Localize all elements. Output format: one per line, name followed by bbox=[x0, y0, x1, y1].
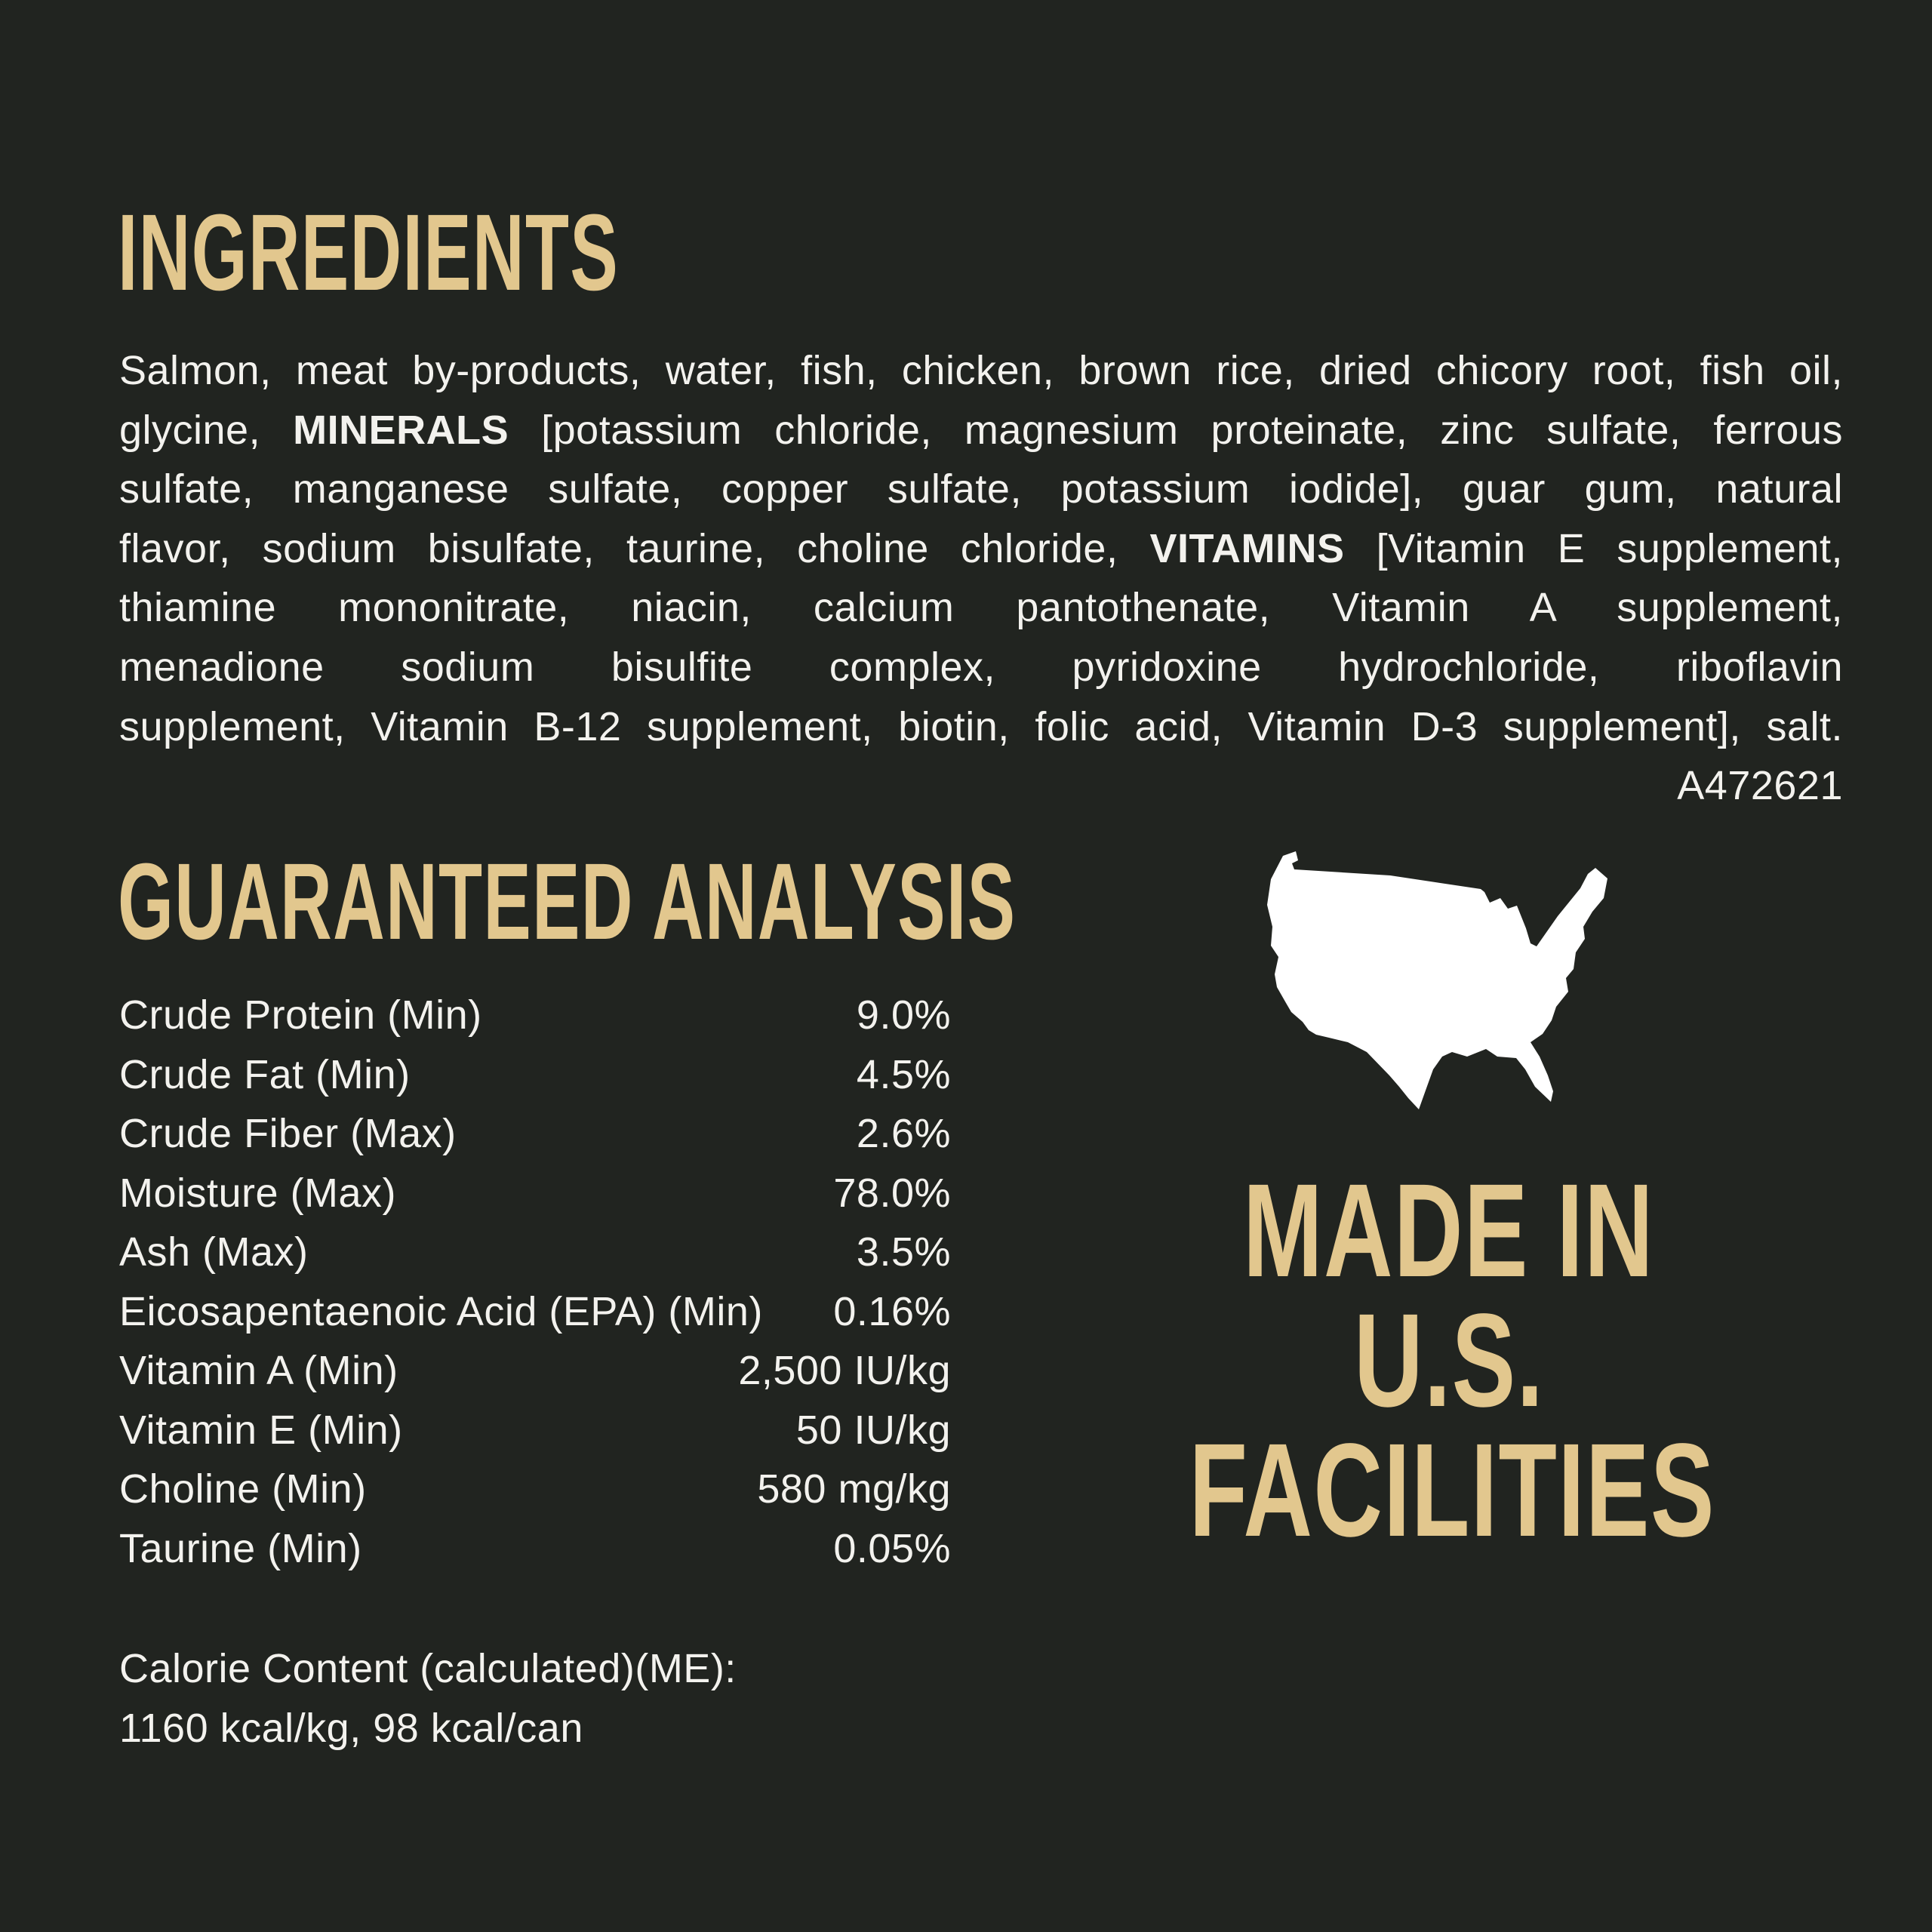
calorie-content: Calorie Content (calculated)(ME): 1160 k… bbox=[119, 1639, 737, 1758]
ingredient-line: glycine, MINERALS [potassium chloride, m… bbox=[119, 401, 1843, 460]
guaranteed-analysis-table: Crude Protein (Min) 9.0% Crude Fat (Min) 4.… bbox=[119, 986, 951, 1578]
analysis-row-label: Taurine (Min) bbox=[119, 1525, 362, 1571]
analysis-row-label: Crude Fiber (Max) bbox=[119, 1111, 457, 1156]
made-in-line: FACILITIES bbox=[1087, 1417, 1811, 1564]
ingredient-line: supplement, Vitamin B-12 supplement, bio… bbox=[119, 697, 1843, 757]
guaranteed-analysis-title-text: GUARANTEED ANALYSIS bbox=[118, 841, 1017, 962]
ingredient-text: glycine, bbox=[119, 407, 294, 453]
ingredient-text: flavor, sodium bisulfate, taurine, choli… bbox=[119, 525, 1150, 571]
analysis-row-value: 4.5% bbox=[856, 1051, 951, 1097]
analysis-row: Crude Protein (Min) 9.0% bbox=[119, 986, 951, 1045]
ingredient-text: menadione sodium bisulfite complex, pyri… bbox=[119, 644, 1843, 690]
guaranteed-analysis-section-title: GUARANTEED ANALYSIS bbox=[118, 839, 1479, 964]
analysis-row: Moisture (Max) 78.0% bbox=[119, 1164, 951, 1223]
analysis-row: Vitamin A (Min) 2,500 IU/kg bbox=[119, 1341, 951, 1401]
ingredient-text: [Vitamin E supplement, bbox=[1344, 525, 1843, 571]
analysis-row: Choline (Min) 580 mg/kg bbox=[119, 1460, 951, 1519]
analysis-row: Vitamin E (Min) 50 IU/kg bbox=[119, 1401, 951, 1460]
ingredient-text: Salmon, meat by-products, water, fish, c… bbox=[119, 348, 1843, 393]
analysis-row: Eicosapentaenoic Acid (EPA) (Min) 0.16% bbox=[119, 1282, 951, 1342]
analysis-row-value: 78.0% bbox=[833, 1170, 951, 1216]
analysis-row-value: 580 mg/kg bbox=[757, 1466, 951, 1512]
ingredient-text: thiamine mononitrate, niacin, calcium pa… bbox=[119, 585, 1843, 631]
ingredient-group-name: MINERALS bbox=[293, 407, 509, 453]
analysis-row-value: 3.5% bbox=[856, 1229, 951, 1275]
analysis-row-label: Crude Protein (Min) bbox=[119, 992, 482, 1038]
analysis-row-label: Vitamin E (Min) bbox=[119, 1407, 403, 1453]
analysis-row-value: 9.0% bbox=[856, 992, 951, 1038]
ingredients-section-title: INGREDIENTS bbox=[118, 190, 877, 315]
analysis-row-label: Moisture (Max) bbox=[119, 1170, 397, 1216]
formula-code: A472621 bbox=[1677, 763, 1843, 809]
analysis-row-label: Crude Fat (Min) bbox=[119, 1051, 411, 1097]
ingredients-list: Salmon, meat by-products, water, fish, c… bbox=[119, 341, 1843, 816]
ingredient-line: thiamine mononitrate, niacin, calcium pa… bbox=[119, 578, 1843, 638]
made-in-line-text: FACILITIES bbox=[1189, 1417, 1715, 1564]
made-in-us-facilities: MADE IN U.S. FACILITIES bbox=[1087, 1157, 1811, 1564]
ingredient-text: supplement, Vitamin B-12 supplement, bio… bbox=[119, 703, 1843, 749]
ingredient-text: sulfate, manganese sulfate, copper sulfa… bbox=[119, 466, 1843, 512]
made-in-line: MADE IN bbox=[1087, 1157, 1811, 1305]
ingredients-title-text: INGREDIENTS bbox=[118, 192, 620, 313]
ingredient-text: [potassium chloride, magnesium proteinat… bbox=[509, 407, 1843, 453]
ingredient-line: sulfate, manganese sulfate, copper sulfa… bbox=[119, 460, 1843, 519]
analysis-row-value: 2.6% bbox=[856, 1111, 951, 1156]
ingredient-line: menadione sodium bisulfite complex, pyri… bbox=[119, 638, 1843, 697]
analysis-row-value: 0.16% bbox=[833, 1288, 951, 1334]
analysis-row: Ash (Max) 3.5% bbox=[119, 1223, 951, 1282]
ingredient-line: flavor, sodium bisulfate, taurine, choli… bbox=[119, 519, 1843, 579]
made-in-line-text: MADE IN bbox=[1243, 1157, 1655, 1305]
analysis-row-label: Eicosapentaenoic Acid (EPA) (Min) bbox=[119, 1288, 763, 1334]
analysis-row-label: Vitamin A (Min) bbox=[119, 1348, 398, 1393]
calorie-content-heading: Calorie Content (calculated)(ME): bbox=[119, 1646, 737, 1691]
made-in-line: U.S. bbox=[1087, 1287, 1811, 1435]
made-in-line-text: U.S. bbox=[1353, 1287, 1545, 1435]
ingredient-group-name: VITAMINS bbox=[1149, 525, 1345, 571]
analysis-row-value: 50 IU/kg bbox=[795, 1407, 951, 1453]
usa-map-icon bbox=[1267, 851, 1607, 1109]
analysis-row-label: Ash (Max) bbox=[119, 1229, 309, 1275]
ingredient-line: Salmon, meat by-products, water, fish, c… bbox=[119, 341, 1843, 401]
analysis-row-value: 2,500 IU/kg bbox=[738, 1348, 951, 1393]
analysis-row: Crude Fiber (Max) 2.6% bbox=[119, 1104, 951, 1164]
analysis-row: Taurine (Min) 0.05% bbox=[119, 1519, 951, 1579]
analysis-row-value: 0.05% bbox=[833, 1525, 951, 1571]
analysis-row-label: Choline (Min) bbox=[119, 1466, 367, 1512]
calorie-content-values: 1160 kcal/kg, 98 kcal/can bbox=[119, 1705, 583, 1751]
analysis-row: Crude Fat (Min) 4.5% bbox=[119, 1045, 951, 1105]
